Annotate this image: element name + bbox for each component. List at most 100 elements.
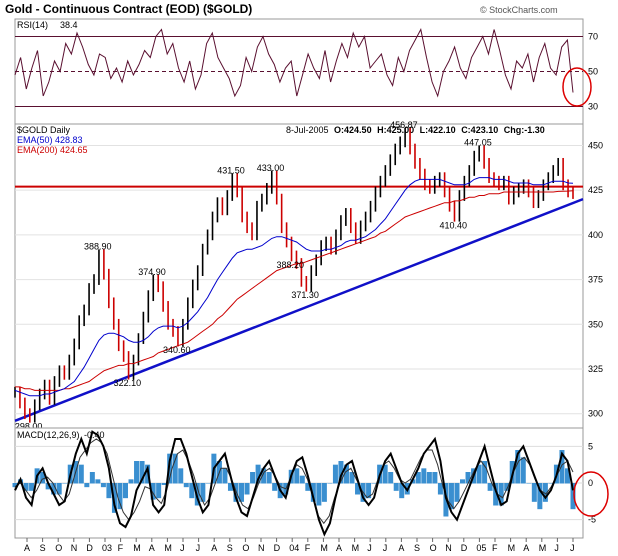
macd-tick-0: 0 bbox=[588, 478, 593, 488]
ema200-line bbox=[15, 190, 574, 391]
x-tick-label: J bbox=[554, 543, 559, 553]
macd-histogram-bar bbox=[244, 483, 250, 495]
x-tick-label: A bbox=[24, 543, 30, 553]
support-trendline bbox=[14, 197, 584, 423]
macd-histogram-bar bbox=[200, 483, 206, 502]
rsi-tick-30: 30 bbox=[588, 102, 598, 112]
macd-histogram-bar bbox=[139, 461, 145, 484]
macd-histogram-bar bbox=[355, 483, 361, 495]
price-tick-300: 300 bbox=[588, 409, 603, 419]
macd-histogram-bar bbox=[250, 472, 256, 484]
price-annotation: 431.50 bbox=[217, 166, 245, 176]
x-tick-label: J bbox=[383, 543, 388, 553]
macd-histogram-bar bbox=[106, 483, 112, 499]
x-tick-label: S bbox=[40, 543, 46, 553]
x-tick-label: N bbox=[71, 543, 78, 553]
macd-histogram-bar bbox=[310, 483, 316, 502]
x-tick-label: M bbox=[508, 543, 515, 553]
price-tick-425: 425 bbox=[588, 185, 603, 195]
macd-histogram-bar bbox=[526, 483, 532, 484]
macd-histogram-bar bbox=[272, 483, 278, 491]
macd-histogram-bar bbox=[78, 464, 84, 484]
macd-histogram-bar bbox=[95, 479, 101, 484]
price-annotation: 388.20 bbox=[277, 260, 305, 270]
rsi-y-axis: 70 50 30 bbox=[588, 32, 598, 112]
macd-histogram-bar bbox=[448, 483, 454, 510]
macd-tick--5: -5 bbox=[588, 515, 596, 525]
macd-histogram-bar bbox=[531, 483, 537, 502]
macd-histogram-bar bbox=[493, 483, 499, 506]
ema50-value: 428.83 bbox=[55, 135, 83, 145]
macd-histogram-bar bbox=[294, 468, 300, 484]
rsi-tick-50: 50 bbox=[588, 67, 598, 77]
macd-histogram-bar bbox=[189, 483, 195, 499]
ema200-value: 424.65 bbox=[60, 145, 88, 155]
macd-histogram-bar bbox=[100, 483, 106, 488]
macd-histogram-bar bbox=[482, 461, 488, 484]
rsi-highlight-circle bbox=[562, 67, 592, 107]
macd-highlight-circle bbox=[573, 471, 609, 517]
macd-histogram-bar bbox=[183, 483, 189, 488]
macd-histogram-bar bbox=[415, 472, 421, 484]
price-annotation: 322.10 bbox=[114, 378, 142, 388]
x-tick-label: F bbox=[305, 543, 311, 553]
price-annotation: 410.40 bbox=[439, 220, 467, 230]
macd-histogram-bar bbox=[128, 479, 134, 484]
macd-histogram-bar bbox=[150, 483, 156, 500]
macd-histogram-bar bbox=[559, 450, 565, 484]
macd-histogram-bar bbox=[421, 468, 427, 484]
macd-histogram-bar bbox=[111, 483, 117, 513]
price-tick-350: 350 bbox=[588, 319, 603, 329]
macd-histogram-bar bbox=[437, 483, 443, 495]
x-tick-label: A bbox=[398, 543, 404, 553]
macd-line bbox=[14, 430, 574, 537]
x-tick-label: M bbox=[320, 543, 328, 553]
macd-histogram-bar bbox=[29, 483, 35, 491]
x-tick-label: O bbox=[242, 543, 249, 553]
x-tick-label: 03 bbox=[102, 543, 112, 553]
macd-label: MACD(12,26,9) bbox=[17, 430, 80, 440]
macd-histogram-bar bbox=[382, 464, 388, 484]
macd-histogram-bar bbox=[399, 483, 405, 499]
macd-histogram-bar bbox=[476, 464, 482, 484]
ema200-name: EMA(200) bbox=[17, 145, 58, 155]
x-tick-label: F bbox=[492, 543, 498, 553]
macd-panel: MACD(12,26,9) -0.40 5 0 -5 bbox=[12, 427, 609, 539]
macd-histogram-bar bbox=[454, 483, 460, 502]
x-tick-label: M bbox=[352, 543, 360, 553]
x-tick-label: A bbox=[149, 543, 155, 553]
macd-histogram-bar bbox=[134, 461, 140, 484]
price-annotation: 456.87 bbox=[390, 120, 418, 130]
macd-histogram-bar bbox=[316, 483, 322, 506]
macd-histogram-bar bbox=[117, 483, 123, 510]
macd-histogram-bar bbox=[45, 483, 51, 490]
macd-histogram-bar bbox=[172, 453, 178, 484]
macd-histogram-bar bbox=[23, 483, 29, 491]
macd-last-value: -0.40 bbox=[84, 430, 105, 440]
x-tick-label: 04 bbox=[289, 543, 299, 553]
macd-histogram-bar bbox=[255, 464, 261, 484]
price-y-axis: 450 425 400 375 350 325 300 bbox=[588, 140, 603, 418]
macd-histogram-bar bbox=[327, 483, 333, 484]
x-tick-label: O bbox=[55, 543, 62, 553]
macd-histogram-bar bbox=[515, 450, 521, 484]
macd-histogram-bar bbox=[570, 483, 576, 510]
price-info: 8-Jul-2005 O:424.50 H:425.00 L:422.10 C:… bbox=[286, 125, 545, 135]
rsi-panel: RSI(14) 38.4 70 50 30 bbox=[14, 18, 598, 125]
x-tick-label: M bbox=[164, 543, 172, 553]
macd-y-axis: 5 0 -5 bbox=[588, 441, 596, 524]
price-panel-frame bbox=[14, 123, 584, 429]
rsi-plot bbox=[14, 28, 574, 98]
macd-histogram-bar bbox=[460, 479, 466, 484]
info-close: C:423.10 bbox=[461, 125, 498, 135]
macd-histogram-bar bbox=[239, 483, 245, 502]
macd-histogram-bar bbox=[12, 483, 18, 488]
price-annotation: 371.30 bbox=[291, 290, 319, 300]
price-panel: $GOLD Daily EMA(50) 428.83 EMA(200) 424.… bbox=[14, 120, 603, 431]
macd-histogram-bar bbox=[498, 483, 504, 506]
price-annotations: 298.00 388.90 322.10 374.90 340.60 431.50 433.… bbox=[15, 120, 492, 431]
price-annotation: 340.60 bbox=[163, 345, 191, 355]
price-plot bbox=[14, 127, 584, 423]
price-label: $GOLD Daily bbox=[17, 125, 71, 135]
